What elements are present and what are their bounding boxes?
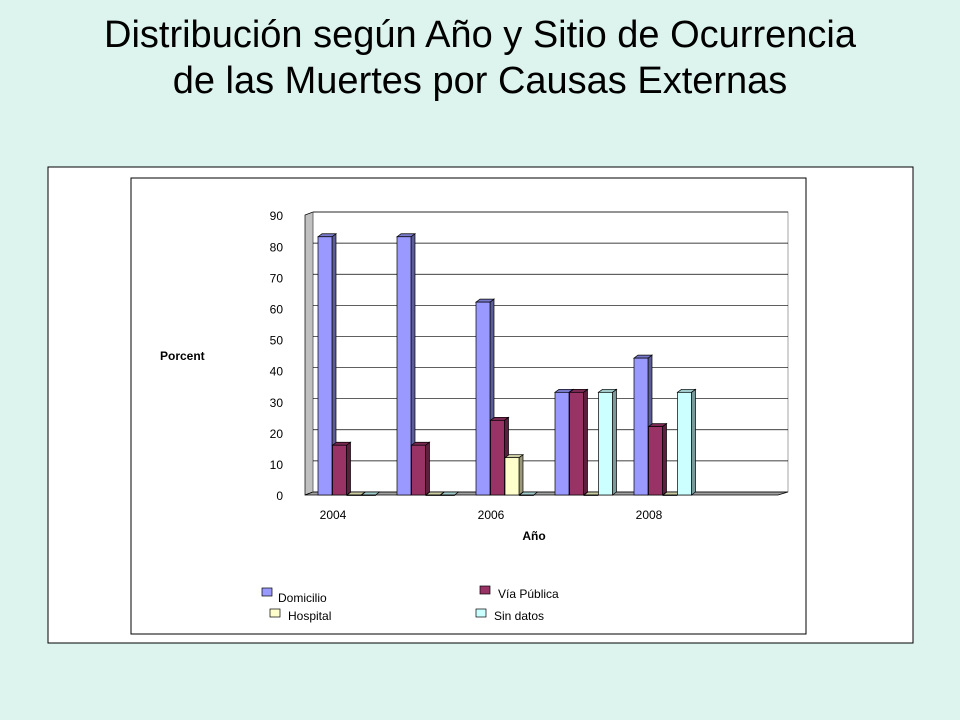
- y-tick-label: 70: [270, 271, 284, 285]
- bar-front: [475, 301, 491, 496]
- bar: [395, 233, 417, 496]
- chart-title: Distribución según Año y Sitio de Ocurre…: [104, 14, 856, 102]
- y-tick-label: 90: [270, 209, 284, 223]
- chart-frame: [130, 177, 807, 635]
- legend-label: Sin datos: [494, 609, 544, 623]
- bar: [597, 388, 618, 496]
- bar-front: [411, 444, 426, 496]
- legend-label: Hospital: [288, 609, 331, 623]
- bar-side: [691, 388, 696, 496]
- bar-side: [662, 422, 667, 496]
- bar-front: [519, 494, 534, 496]
- bar-side: [612, 388, 617, 496]
- bar-front: [569, 391, 584, 496]
- bar-front: [583, 494, 599, 496]
- bar-side: [425, 441, 430, 496]
- y-tick-label: 80: [270, 240, 284, 254]
- bar-side: [518, 453, 524, 496]
- bar: [331, 441, 352, 496]
- bar: [647, 422, 668, 496]
- legend-label: Vía Pública: [498, 587, 559, 601]
- bar-front: [504, 457, 520, 496]
- legend-swatch: [475, 608, 487, 618]
- bar-front: [598, 391, 613, 496]
- y-tick-label: 10: [270, 458, 284, 472]
- y-tick-label: 0: [276, 489, 283, 503]
- bar-front: [396, 236, 412, 496]
- y-tick-label: 50: [270, 334, 284, 348]
- y-tick-label: 60: [270, 303, 284, 317]
- y-axis-label: Porcent: [160, 349, 205, 363]
- bar-front: [662, 494, 678, 496]
- x-tick-label: 2008: [636, 508, 663, 522]
- legend-swatch: [269, 608, 281, 618]
- y-tick-label: 40: [270, 365, 284, 379]
- bar-front: [332, 444, 347, 496]
- x-axis-label: Año: [522, 529, 545, 543]
- bar-front: [425, 494, 441, 496]
- legend-swatch: [479, 585, 491, 595]
- x-tick-label: 2006: [478, 508, 505, 522]
- y-tick-label: 20: [270, 427, 284, 441]
- bar-side: [583, 388, 588, 496]
- bar: [503, 453, 525, 496]
- legend-label: Domicilio: [278, 591, 327, 605]
- bar: [439, 491, 460, 496]
- bar: [410, 441, 431, 496]
- bar-front: [554, 391, 570, 496]
- bar-front: [317, 236, 333, 496]
- bar-front: [346, 494, 362, 496]
- bar: [360, 491, 381, 496]
- bar: [345, 491, 367, 496]
- bar-front: [677, 391, 692, 496]
- bar: [676, 388, 697, 496]
- bar-front: [440, 494, 455, 496]
- bar-front: [633, 357, 649, 496]
- y-tick-label: 30: [270, 396, 284, 410]
- legend-swatch: [261, 587, 273, 597]
- bar-front: [648, 426, 663, 496]
- bar-front: [490, 419, 505, 496]
- bar-side: [346, 441, 351, 496]
- bar-front: [361, 494, 376, 496]
- side-wall: [304, 211, 314, 496]
- x-tick-label: 2004: [320, 508, 347, 522]
- bar: [568, 388, 589, 496]
- bar: [518, 491, 539, 496]
